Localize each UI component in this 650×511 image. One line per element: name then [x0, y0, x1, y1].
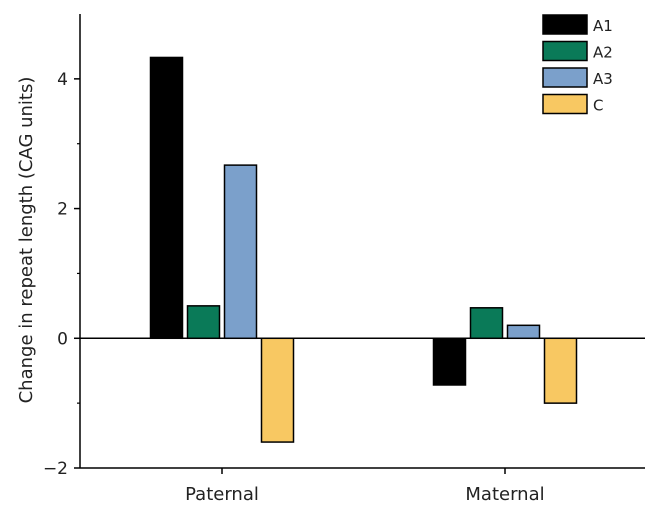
bar-c-paternal — [260, 337, 295, 443]
legend-swatch-c — [542, 93, 588, 115]
bar-a1-maternal — [432, 337, 467, 386]
bar-a1-paternal — [149, 56, 184, 340]
bar-c-maternal — [543, 337, 578, 404]
bar-a2-paternal — [186, 305, 221, 340]
bar-a3-paternal — [223, 164, 258, 340]
y-axis-title: Change in repeat length (CAG units) — [16, 77, 37, 404]
y-tick-label: 0 — [57, 329, 68, 349]
x-category-label: Maternal — [465, 484, 544, 505]
legend-swatch-a2 — [542, 40, 588, 62]
legend-label-a1: A1 — [593, 17, 613, 35]
y-tick-label: 4 — [57, 70, 68, 90]
legend-label-a2: A2 — [593, 44, 613, 62]
legend-swatch-a1 — [542, 14, 588, 35]
bar-a2-maternal — [469, 307, 504, 340]
legend-swatch-a3 — [542, 67, 588, 88]
x-category-label: Paternal — [185, 484, 259, 505]
legend-label-c: C — [593, 97, 603, 115]
legend-label-a3: A3 — [593, 70, 613, 88]
y-tick-label: 2 — [57, 200, 68, 220]
bar-a3-maternal — [506, 324, 541, 340]
y-tick-label: −2 — [43, 459, 68, 479]
